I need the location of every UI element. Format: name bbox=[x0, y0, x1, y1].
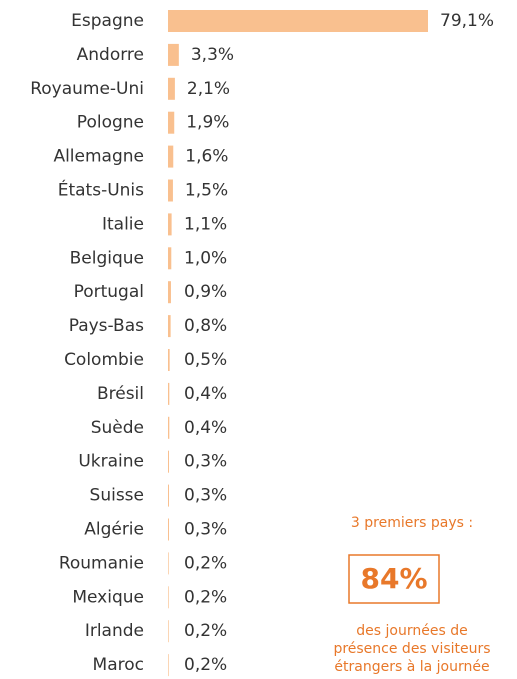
bar bbox=[168, 315, 171, 338]
value-label: 0,3% bbox=[184, 452, 227, 472]
category-label: Belgique bbox=[70, 248, 144, 268]
bar bbox=[168, 552, 169, 575]
value-label: 0,8% bbox=[184, 316, 227, 336]
category-label: Royaume-Uni bbox=[30, 79, 144, 99]
category-label: Mexique bbox=[72, 587, 144, 607]
bar bbox=[168, 10, 428, 32]
value-label: 1,0% bbox=[184, 248, 227, 268]
bar bbox=[168, 77, 175, 100]
bar bbox=[168, 654, 169, 677]
category-label: Roumanie bbox=[59, 553, 144, 573]
bar bbox=[168, 450, 169, 473]
bar bbox=[168, 484, 169, 507]
value-label: 79,1% bbox=[440, 11, 494, 31]
value-label: 0,2% bbox=[184, 655, 227, 675]
category-label: Colombie bbox=[64, 350, 144, 370]
category-label: États-Unis bbox=[58, 179, 144, 201]
value-label: 0,5% bbox=[184, 350, 227, 370]
value-label: 2,1% bbox=[187, 79, 230, 99]
category-label: Maroc bbox=[93, 655, 144, 675]
category-label: Pologne bbox=[77, 113, 144, 133]
bar bbox=[168, 145, 174, 168]
bar bbox=[168, 247, 172, 270]
bar bbox=[168, 586, 169, 609]
category-label: Suisse bbox=[90, 486, 144, 506]
category-label: Espagne bbox=[71, 11, 144, 31]
annotation-box bbox=[348, 554, 440, 604]
bar bbox=[168, 620, 169, 643]
category-label: Allemagne bbox=[53, 147, 144, 167]
category-label: Andorre bbox=[77, 45, 144, 65]
bar bbox=[168, 416, 170, 439]
value-label: 0,2% bbox=[184, 621, 227, 641]
value-label: 3,3% bbox=[191, 45, 234, 65]
value-label: 1,1% bbox=[184, 214, 227, 234]
category-label: Algérie bbox=[84, 520, 144, 540]
annotation-heading: 3 premiers pays : bbox=[351, 515, 473, 531]
bar bbox=[168, 43, 179, 66]
value-label: 0,3% bbox=[184, 486, 227, 506]
annotation-line: étrangers à la journée bbox=[334, 659, 489, 675]
bar bbox=[168, 349, 170, 371]
category-label: Brésil bbox=[97, 384, 144, 404]
value-label: 0,2% bbox=[184, 587, 227, 607]
category-label: Pays-Bas bbox=[69, 316, 144, 336]
category-label: Suède bbox=[91, 418, 144, 438]
value-label: 0,4% bbox=[184, 384, 227, 404]
category-label: Italie bbox=[102, 214, 144, 234]
bar bbox=[168, 213, 172, 236]
value-label: 0,4% bbox=[184, 418, 227, 438]
bar bbox=[168, 281, 171, 304]
bar bbox=[168, 179, 173, 202]
value-label: 1,5% bbox=[185, 181, 228, 201]
category-label: Irlande bbox=[85, 621, 144, 641]
annotation-line: des journées de bbox=[356, 623, 467, 639]
value-label: 0,9% bbox=[184, 282, 227, 302]
bar bbox=[168, 518, 169, 541]
value-label: 1,6% bbox=[185, 147, 228, 167]
category-label: Portugal bbox=[74, 282, 144, 302]
category-label: Ukraine bbox=[78, 452, 144, 472]
bar bbox=[168, 382, 170, 405]
value-label: 0,2% bbox=[184, 553, 227, 573]
annotation-line: présence des visiteurs bbox=[333, 641, 490, 657]
value-label: 1,9% bbox=[186, 113, 229, 133]
value-label: 0,3% bbox=[184, 520, 227, 540]
bar bbox=[168, 111, 175, 134]
annotation-value: 84% bbox=[360, 562, 427, 595]
